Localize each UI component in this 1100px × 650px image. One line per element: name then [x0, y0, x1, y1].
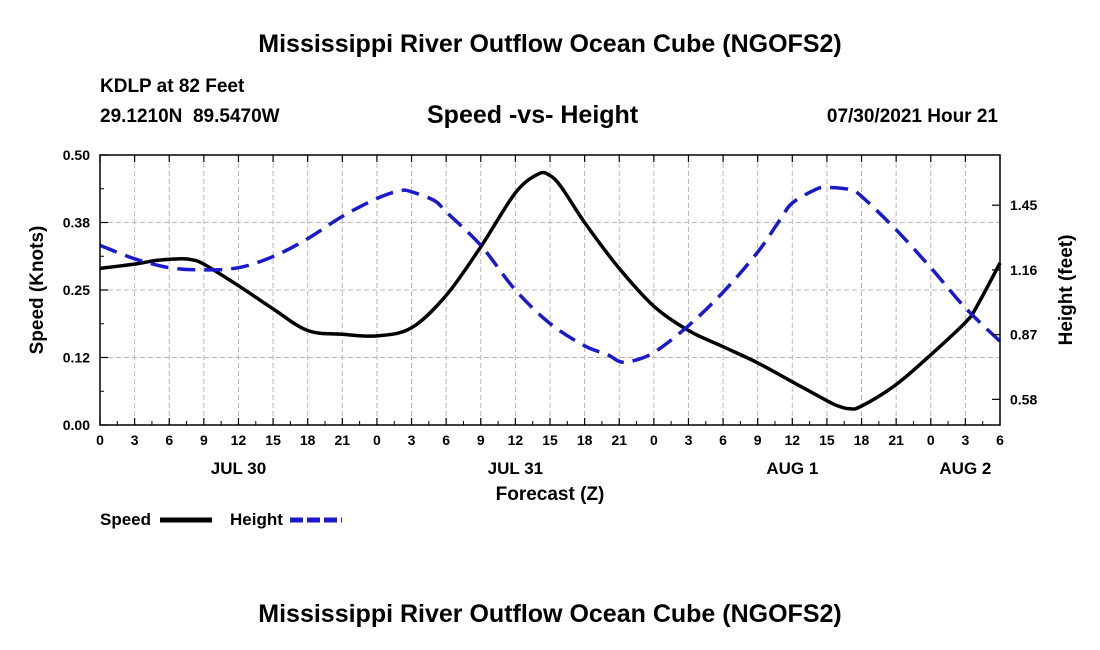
x-tick-label: 3: [131, 432, 139, 448]
date-label: JUL 30: [211, 459, 266, 478]
right-y-tick-label: 1.16: [1010, 262, 1037, 278]
grid-lines: [100, 155, 1000, 425]
x-tick-label: 9: [754, 432, 762, 448]
station-label: KDLP at 82 Feet: [100, 76, 245, 97]
x-tick-label: 15: [542, 432, 558, 448]
x-tick-label: 21: [888, 432, 904, 448]
legend-label-speed: Speed: [100, 510, 151, 529]
x-tick-label: 15: [265, 432, 281, 448]
right-y-tick-label: 0.87: [1010, 327, 1037, 343]
x-tick-label: 18: [854, 432, 870, 448]
date-label: AUG 2: [939, 459, 991, 478]
x-tick-label: 3: [685, 432, 693, 448]
forecast-datetime: 07/30/2021 Hour 21: [826, 106, 998, 127]
right-y-tick-label: 1.45: [1010, 197, 1037, 213]
chart-subtitle: Speed -vs- Height: [427, 101, 639, 129]
speed-series-line: [99, 170, 1002, 411]
station-coords: 29.1210N 89.5470W: [100, 106, 280, 127]
x-tick-label: 0: [650, 432, 658, 448]
left-y-tick-label: 0.25: [63, 282, 90, 298]
x-tick-label: 9: [200, 432, 208, 448]
x-tick-label: 0: [373, 432, 381, 448]
height-series-line: [99, 185, 1002, 365]
x-tick-label: 18: [300, 432, 316, 448]
legend-label-height: Height: [230, 510, 283, 529]
x-tick-label: 9: [477, 432, 485, 448]
x-tick-label: 21: [611, 432, 627, 448]
x-tick-label: 12: [508, 432, 524, 448]
left-axis-title: Speed (Knots): [27, 226, 48, 355]
right-y-tick-label: 0.58: [1010, 391, 1037, 407]
x-tick-label: 3: [961, 432, 969, 448]
x-tick-label: 0: [96, 432, 104, 448]
left-y-tick-label: 0.12: [63, 350, 90, 366]
left-y-tick-label: 0.00: [63, 417, 90, 433]
x-tick-label: 12: [785, 432, 801, 448]
x-tick-label: 6: [719, 432, 727, 448]
left-y-tick-label: 0.38: [63, 215, 90, 231]
chart-title: Mississippi River Outflow Ocean Cube (NG…: [258, 30, 842, 58]
date-label: JUL 31: [488, 459, 543, 478]
x-tick-label: 12: [231, 432, 247, 448]
x-tick-label: 6: [165, 432, 173, 448]
x-tick-label: 18: [577, 432, 593, 448]
x-tick-label: 15: [819, 432, 835, 448]
date-label: AUG 1: [766, 459, 818, 478]
right-axis-title: Height (feet): [1056, 235, 1077, 346]
x-tick-label: 3: [408, 432, 416, 448]
x-tick-label: 6: [442, 432, 450, 448]
speed-height-chart: 0 3 6 9 12 15 18 21 0 3 6 9 12 15 18 21 0 3 6 9 12 15 18 21 0 3 6 0…: [27, 147, 1077, 529]
x-axis-title: Forecast (Z): [496, 484, 605, 505]
footer-title: Mississippi River Outflow Ocean Cube (NG…: [258, 600, 842, 628]
x-tick-label: 0: [927, 432, 935, 448]
left-y-tick-label: 0.50: [63, 147, 90, 163]
x-tick-label: 21: [335, 432, 351, 448]
x-tick-label: 6: [996, 432, 1004, 448]
